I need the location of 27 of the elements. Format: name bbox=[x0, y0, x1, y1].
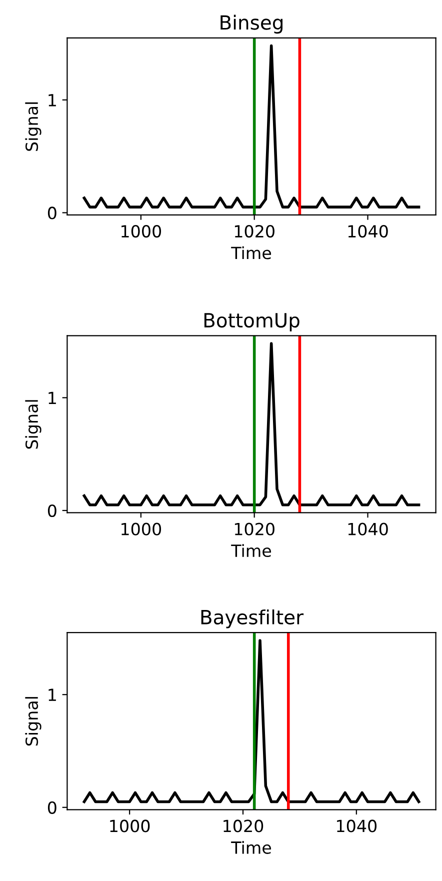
x-axis-title: Time bbox=[231, 246, 271, 260]
y-tick-label: 1 bbox=[48, 392, 56, 404]
line-series bbox=[82, 44, 420, 208]
x-tick-label: 1000 bbox=[110, 820, 150, 832]
x-tick-label: 1040 bbox=[348, 522, 388, 536]
x-axis-title: Time bbox=[231, 841, 271, 854]
y-tick-label: 0 bbox=[48, 801, 56, 814]
y-axis-title: Signal bbox=[25, 400, 42, 449]
chart-title: BottomUp bbox=[204, 313, 300, 332]
y-tick-label: 1 bbox=[48, 688, 56, 701]
y-axis-title: Signal bbox=[25, 102, 42, 151]
line-series bbox=[82, 342, 420, 506]
x-tick-label: 1020 bbox=[234, 224, 274, 238]
x-tick-label: 1040 bbox=[337, 820, 377, 832]
x-tick-label: 1020 bbox=[234, 522, 274, 536]
x-tick-label: 1040 bbox=[348, 224, 388, 238]
chart-title: Bayesfilter bbox=[201, 609, 304, 628]
y-axis-title: Signal bbox=[25, 697, 42, 746]
x-tick-label: 1000 bbox=[122, 224, 162, 238]
x-axis-title: Time bbox=[231, 544, 271, 558]
y-tick-label: 1 bbox=[48, 94, 56, 106]
x-tick-label: 1000 bbox=[122, 522, 162, 536]
y-tick-label: 0 bbox=[48, 504, 56, 518]
chart-title: Binseg bbox=[220, 14, 282, 34]
line-series bbox=[82, 639, 420, 804]
y-tick-label: 0 bbox=[48, 206, 56, 220]
x-tick-label: 1020 bbox=[224, 820, 264, 832]
